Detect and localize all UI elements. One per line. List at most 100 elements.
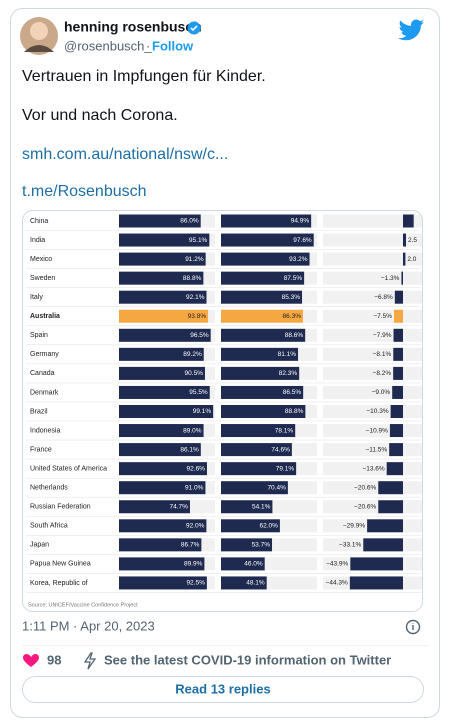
bar bbox=[119, 576, 207, 590]
category-label: India bbox=[30, 237, 45, 244]
bar bbox=[221, 347, 299, 361]
follow-link[interactable]: Follow bbox=[152, 38, 194, 53]
author-name[interactable]: henning rosenbusch bbox=[64, 19, 202, 35]
value-label: −10.9% bbox=[366, 427, 388, 434]
bar bbox=[378, 500, 403, 514]
value-label: 89.9% bbox=[184, 561, 203, 568]
bar bbox=[119, 405, 214, 418]
value-label: −7.5% bbox=[373, 313, 392, 320]
value-label: −9.0% bbox=[372, 389, 391, 396]
value-label: 95.1% bbox=[189, 237, 208, 244]
value-label: −43.9% bbox=[326, 561, 348, 568]
category-label: Denmark bbox=[30, 389, 59, 396]
bar bbox=[221, 328, 306, 342]
category-label: Canada bbox=[30, 370, 55, 377]
like-icon[interactable] bbox=[23, 654, 39, 667]
value-label: −44.3% bbox=[326, 580, 348, 587]
bar-track bbox=[323, 233, 423, 247]
value-label: 96.5% bbox=[190, 332, 209, 339]
value-label: −20.6% bbox=[354, 503, 376, 510]
category-label: Indonesia bbox=[30, 427, 60, 434]
avatar-body bbox=[24, 45, 54, 52]
replies-button[interactable] bbox=[22, 676, 424, 703]
bar bbox=[221, 366, 300, 380]
bar bbox=[378, 481, 403, 495]
value-label: 89.2% bbox=[183, 351, 202, 358]
value-label: −20.6% bbox=[354, 484, 376, 491]
value-label: 86.7% bbox=[181, 542, 200, 549]
verified-check bbox=[190, 25, 198, 32]
bar bbox=[393, 347, 403, 361]
value-label: −1.3% bbox=[381, 275, 400, 282]
bar-track bbox=[323, 271, 423, 285]
value-label: −7.9% bbox=[373, 332, 392, 339]
separator: · bbox=[146, 38, 150, 53]
bar-track bbox=[323, 214, 423, 228]
value-label: 48.1% bbox=[246, 580, 265, 587]
bar bbox=[367, 519, 403, 533]
bar bbox=[401, 271, 403, 285]
category-label: South Africa bbox=[30, 523, 68, 530]
bar bbox=[221, 252, 310, 266]
value-label: 93.8% bbox=[188, 313, 207, 320]
category-label: Spain bbox=[30, 332, 48, 339]
category-label: Australia bbox=[30, 313, 60, 320]
category-label: Germany bbox=[30, 351, 59, 358]
tweet-link[interactable]: t.me/Rosenbusch bbox=[22, 183, 147, 200]
chart-image[interactable]: China 86.0% 94.9% India 95.1% 97.6% 2.5 Mexico 9… bbox=[22, 210, 423, 612]
covid-info-link[interactable]: See the latest COVID-19 information on T… bbox=[104, 652, 391, 667]
bar bbox=[363, 538, 403, 552]
value-label: 70.4% bbox=[267, 484, 286, 491]
timestamp[interactable]: 1:11 PM · Apr 20, 2023 bbox=[22, 618, 155, 633]
value-label: 91.2% bbox=[185, 256, 204, 263]
source-note: Source: UNICEF/Vaccine Confidence Projec… bbox=[28, 602, 138, 608]
tweet-link[interactable]: smh.com.au/national/nsw/c... bbox=[22, 146, 228, 163]
value-label: 86.5% bbox=[283, 389, 302, 396]
bar bbox=[119, 462, 207, 476]
value-label: −13.6% bbox=[362, 465, 384, 472]
value-label: 88.8% bbox=[183, 275, 202, 282]
bar bbox=[119, 366, 205, 380]
value-label: −11.5% bbox=[365, 446, 387, 453]
avatar-face bbox=[30, 22, 48, 40]
bar bbox=[350, 557, 403, 571]
bar bbox=[392, 385, 403, 399]
twitter-logo[interactable] bbox=[398, 19, 424, 41]
value-label: 95.5% bbox=[189, 389, 208, 396]
value-label: 88.6% bbox=[285, 332, 304, 339]
bar bbox=[394, 290, 403, 304]
bar bbox=[119, 233, 210, 247]
value-label: 2.5 bbox=[408, 237, 417, 244]
bar bbox=[119, 214, 201, 228]
bar bbox=[221, 405, 306, 418]
author-handle[interactable]: @rosenbusch_ bbox=[64, 38, 152, 53]
bar bbox=[119, 557, 205, 571]
category-label: Sweden bbox=[30, 275, 55, 282]
bar bbox=[119, 443, 201, 457]
value-label: −33.1% bbox=[339, 542, 361, 549]
bar bbox=[119, 271, 204, 285]
value-label: −8.2% bbox=[373, 370, 392, 377]
category-label: Korea, Republic of bbox=[30, 580, 88, 587]
value-label: 87.5% bbox=[284, 275, 303, 282]
bar bbox=[119, 309, 209, 323]
bar bbox=[221, 309, 303, 323]
tweet-text: Vertrauen in Impfungen für Kinder. bbox=[22, 68, 266, 85]
value-label: 91.0% bbox=[185, 484, 204, 491]
value-label: 92.0% bbox=[186, 523, 205, 530]
bar bbox=[221, 233, 314, 247]
value-label: 99.1% bbox=[193, 408, 212, 415]
bar bbox=[221, 576, 267, 590]
info-icon[interactable] bbox=[405, 619, 421, 635]
bar bbox=[221, 424, 296, 438]
value-label: 86.0% bbox=[180, 218, 199, 225]
bar bbox=[389, 424, 403, 438]
bar bbox=[393, 366, 403, 380]
category-label: Russian Federation bbox=[30, 504, 91, 511]
tweet-text: Vor und nach Corona. bbox=[22, 107, 178, 124]
value-label: −10.3% bbox=[366, 408, 388, 415]
replies-button-label: Read 13 replies bbox=[175, 681, 270, 696]
bar-track bbox=[323, 290, 423, 304]
